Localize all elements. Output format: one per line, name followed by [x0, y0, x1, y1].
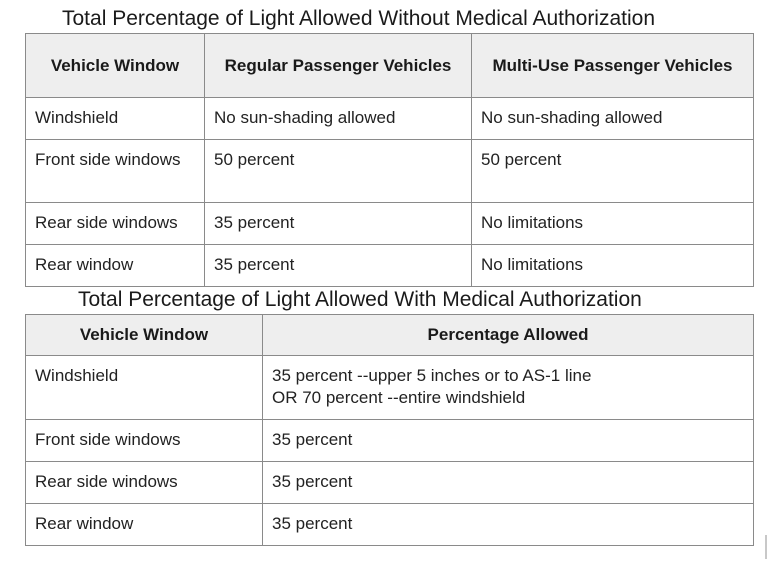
cell-vehicle-window: Rear side windows: [25, 461, 263, 504]
cell-regular: No sun-shading allowed: [204, 97, 472, 140]
cell-regular: 50 percent: [204, 139, 472, 203]
cell-percentage-allowed: 35 percent: [262, 419, 754, 462]
table-row: Windshield 35 percent --upper 5 inches o…: [25, 355, 754, 420]
column-header-vehicle-window: Vehicle Window: [25, 33, 205, 98]
cell-regular: 35 percent: [204, 244, 472, 287]
column-header-multi-use-passenger-vehicles: Multi-Use Passenger Vehicles: [471, 33, 754, 98]
cell-multi-use: No limitations: [471, 202, 754, 245]
cell-multi-use: No limitations: [471, 244, 754, 287]
cell-vehicle-window: Front side windows: [25, 139, 205, 203]
cell-regular: 35 percent: [204, 202, 472, 245]
cell-vehicle-window: Rear window: [25, 503, 263, 546]
table2-caption: Total Percentage of Light Allowed With M…: [78, 288, 642, 311]
column-header-percentage-allowed: Percentage Allowed: [262, 314, 754, 356]
cell-vehicle-window: Windshield: [25, 355, 263, 420]
cell-vehicle-window: Windshield: [25, 97, 205, 140]
cell-vehicle-window: Rear window: [25, 244, 205, 287]
table-row: Rear window 35 percent: [25, 503, 754, 546]
table-row: Rear side windows 35 percent: [25, 461, 754, 504]
table-row: Rear side windows 35 percent No limitati…: [25, 202, 754, 245]
tint-with-authorization-table: Vehicle Window Percentage Allowed Windsh…: [25, 314, 754, 546]
cell-percentage-allowed: 35 percent: [262, 461, 754, 504]
tint-without-authorization-table: Vehicle Window Regular Passenger Vehicle…: [25, 33, 754, 287]
cell-percentage-allowed: 35 percent --upper 5 inches or to AS-1 l…: [262, 355, 754, 420]
percentage-line-1: 35 percent --upper 5 inches or to AS-1 l…: [272, 366, 592, 385]
cell-vehicle-window: Rear side windows: [25, 202, 205, 245]
percentage-line-2: OR 70 percent --entire windshield: [272, 388, 526, 407]
table-row: Rear window 35 percent No limitations: [25, 244, 754, 287]
edge-divider: [765, 535, 767, 559]
column-header-regular-passenger-vehicles: Regular Passenger Vehicles: [204, 33, 472, 98]
cell-percentage-allowed: 35 percent: [262, 503, 754, 546]
table-row: Windshield No sun-shading allowed No sun…: [25, 97, 754, 140]
table-row: Front side windows 50 percent 50 percent: [25, 139, 754, 203]
table-row: Front side windows 35 percent: [25, 419, 754, 462]
table-header-row: Vehicle Window Percentage Allowed: [25, 314, 754, 356]
table-header-row: Vehicle Window Regular Passenger Vehicle…: [25, 33, 754, 98]
cell-vehicle-window: Front side windows: [25, 419, 263, 462]
table1-caption: Total Percentage of Light Allowed Withou…: [62, 7, 656, 30]
cell-multi-use: No sun-shading allowed: [471, 97, 754, 140]
column-header-vehicle-window: Vehicle Window: [25, 314, 263, 356]
cell-multi-use: 50 percent: [471, 139, 754, 203]
